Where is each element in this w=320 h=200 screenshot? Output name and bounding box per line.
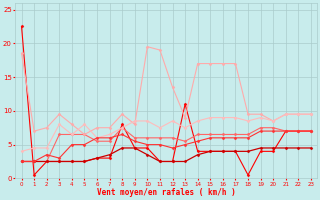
X-axis label: Vent moyen/en rafales ( km/h ): Vent moyen/en rafales ( km/h ) (97, 188, 236, 197)
